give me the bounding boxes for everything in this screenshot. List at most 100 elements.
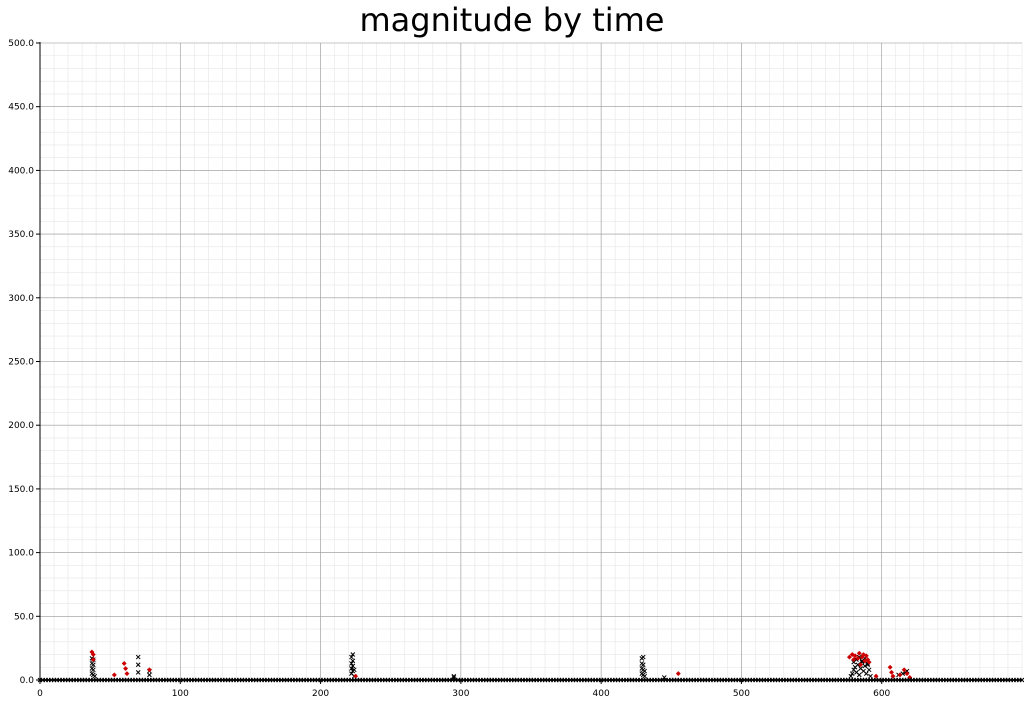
data-point xyxy=(349,654,354,660)
data-point xyxy=(92,673,98,679)
data-point xyxy=(897,672,903,678)
data-point xyxy=(90,657,96,663)
data-point-stroke xyxy=(135,662,141,668)
data-point xyxy=(353,673,359,679)
x-tick-label: 600 xyxy=(873,689,890,699)
data-point-stroke xyxy=(349,654,354,660)
data-point xyxy=(890,673,896,679)
data-point xyxy=(846,654,853,660)
data-point xyxy=(135,654,141,660)
data-point xyxy=(855,655,861,661)
data-point-stroke xyxy=(854,670,859,675)
data-point xyxy=(451,673,457,679)
x-tick-label: 500 xyxy=(733,689,750,699)
y-tick-label: 450.0 xyxy=(8,103,34,113)
data-point xyxy=(858,662,864,668)
data-point-stroke xyxy=(868,673,873,679)
data-point-stroke xyxy=(642,673,647,679)
data-point xyxy=(123,665,129,672)
data-point-stroke xyxy=(451,673,457,679)
data-point-stroke xyxy=(350,663,356,669)
data-point xyxy=(350,663,356,669)
data-point xyxy=(887,664,893,670)
data-point-stroke xyxy=(349,671,354,676)
data-point xyxy=(640,662,646,668)
data-point-stroke xyxy=(855,662,861,668)
data-point xyxy=(856,650,862,656)
data-point xyxy=(863,653,869,659)
data-point-stroke xyxy=(866,667,872,673)
data-point-stroke xyxy=(849,671,855,676)
data-point-stroke xyxy=(640,654,646,660)
y-tick-label: 0.0 xyxy=(20,676,35,686)
data-point xyxy=(866,667,872,673)
x-tick-label: 200 xyxy=(312,689,329,699)
data-point xyxy=(863,671,869,676)
data-point xyxy=(901,667,907,673)
data-point xyxy=(121,660,127,666)
data-point xyxy=(642,673,647,679)
data-point-stroke xyxy=(135,670,141,675)
data-point-stroke xyxy=(451,675,457,680)
y-tick-label: 300.0 xyxy=(8,294,34,304)
data-point xyxy=(640,654,646,660)
y-tick-label: 350.0 xyxy=(8,230,34,240)
data-point xyxy=(90,662,96,668)
data-point xyxy=(866,659,872,665)
y-tick-label: 400.0 xyxy=(8,166,34,176)
data-point-stroke xyxy=(661,675,667,680)
data-point-stroke xyxy=(350,658,356,664)
data-point xyxy=(868,673,873,679)
y-tick-label: 50.0 xyxy=(14,612,34,622)
data-point-stroke xyxy=(92,673,98,679)
data-point xyxy=(1019,677,1024,683)
data-points xyxy=(37,649,1024,683)
x-tick-label: 100 xyxy=(172,689,189,699)
data-point xyxy=(350,652,356,657)
data-point xyxy=(851,657,857,663)
data-point-stroke xyxy=(350,652,356,657)
data-point xyxy=(661,675,667,680)
data-point-stroke xyxy=(90,662,96,668)
data-point-stroke xyxy=(640,662,646,668)
data-point xyxy=(852,653,858,659)
data-point xyxy=(349,666,354,671)
data-point xyxy=(451,675,457,680)
y-axis-ticks: 0.0 50.0 100.0 150.0 200.0 250.0 300.0 350.0 400… xyxy=(8,39,40,686)
data-point xyxy=(642,668,647,674)
data-point-stroke xyxy=(349,661,354,666)
data-point xyxy=(146,667,152,673)
y-tick-label: 250.0 xyxy=(8,358,34,368)
data-point-stroke xyxy=(1019,677,1024,683)
data-point-stroke xyxy=(90,667,96,673)
data-point xyxy=(675,671,681,677)
y-tick-label: 500.0 xyxy=(8,39,34,49)
x-tick-label: 0 xyxy=(37,689,43,699)
data-point xyxy=(147,672,152,678)
chart-title: magnitude by time xyxy=(359,1,665,39)
data-point-stroke xyxy=(848,673,854,679)
data-point-stroke xyxy=(858,666,864,671)
data-point xyxy=(135,662,141,668)
data-point xyxy=(350,658,356,664)
data-point-stroke xyxy=(856,672,862,678)
data-point xyxy=(135,670,141,675)
data-point xyxy=(888,669,895,675)
data-point xyxy=(904,671,910,677)
data-point-stroke xyxy=(851,667,857,673)
data-point xyxy=(90,651,96,658)
x-axis-ticks: 0 100 200 300 400 500 600 xyxy=(37,680,891,699)
data-point xyxy=(849,671,855,676)
data-point-stroke xyxy=(642,668,647,674)
data-point xyxy=(351,667,357,673)
data-point-stroke xyxy=(349,666,354,671)
data-point-stroke xyxy=(861,668,866,674)
data-point xyxy=(873,673,879,679)
y-tick-label: 200.0 xyxy=(8,421,34,431)
data-point-stroke xyxy=(135,654,141,660)
y-tick-label: 150.0 xyxy=(8,485,34,495)
x-tick-label: 400 xyxy=(593,689,610,699)
data-point xyxy=(111,672,117,678)
